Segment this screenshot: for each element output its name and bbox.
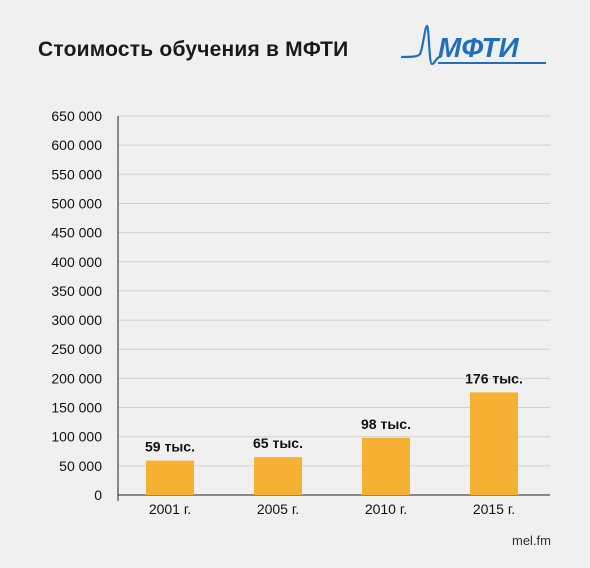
- bar: [146, 460, 194, 495]
- y-tick-label: 650 000: [51, 108, 102, 124]
- bar: [254, 457, 302, 495]
- y-tick-label: 300 000: [51, 312, 102, 328]
- page-title: Стоимость обучения в МФТИ: [38, 38, 349, 61]
- bar-value-label: 176 тыс.: [465, 370, 523, 386]
- y-tick-label: 200 000: [51, 370, 102, 386]
- y-tick-label: 150 000: [51, 400, 102, 416]
- x-tick-label: 2001 г.: [149, 501, 191, 517]
- x-tick-label: 2010 г.: [365, 501, 407, 517]
- x-tick-label: 2005 г.: [257, 501, 299, 517]
- bar-value-label: 59 тыс.: [145, 439, 195, 455]
- y-tick-label: 450 000: [51, 225, 102, 241]
- y-tick-label: 600 000: [51, 137, 102, 153]
- y-tick-label: 0: [94, 487, 102, 503]
- mipt-logo-pulse-icon: [400, 24, 442, 66]
- y-tick-label: 250 000: [51, 341, 102, 357]
- y-tick-label: 550 000: [51, 166, 102, 182]
- bar-value-label: 98 тыс.: [361, 416, 411, 432]
- mipt-logo-text: МФТИ: [438, 32, 520, 63]
- y-tick-label: 350 000: [51, 283, 102, 299]
- bar: [470, 392, 518, 495]
- y-tick-label: 50 000: [59, 458, 102, 474]
- y-tick-label: 500 000: [51, 195, 102, 211]
- y-tick-label: 400 000: [51, 254, 102, 270]
- x-tick-label: 2015 г.: [473, 501, 515, 517]
- bar-value-label: 65 тыс.: [253, 435, 303, 451]
- bar: [362, 437, 410, 495]
- y-tick-label: 100 000: [51, 429, 102, 445]
- mipt-logo: МФТИ: [400, 24, 546, 66]
- source-label: mel.fm: [512, 533, 551, 548]
